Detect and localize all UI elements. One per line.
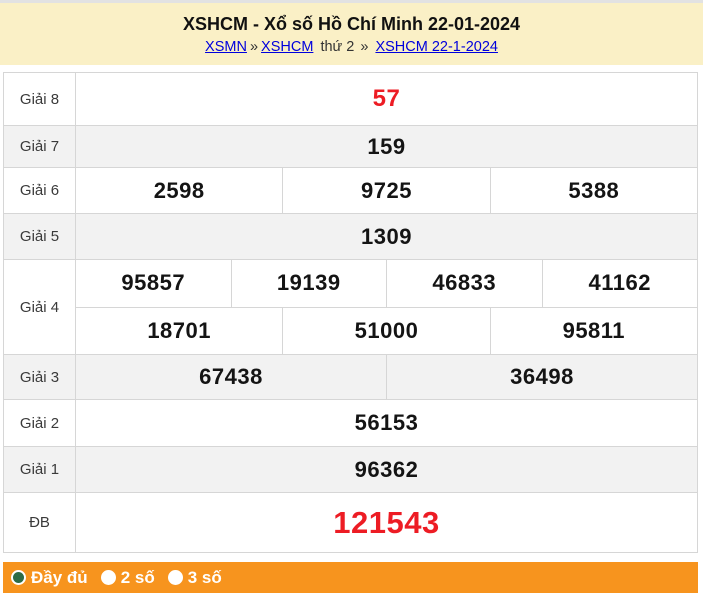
prize-cell: 1309 (76, 214, 697, 259)
prize-cell: 159 (76, 126, 697, 167)
prize-row: Giải 8 57 (4, 73, 697, 125)
breadcrumb-link-xshcm[interactable]: XSHCM (261, 39, 314, 55)
prize-cell: 41162 (541, 260, 698, 307)
prize-number: 51000 (354, 317, 419, 343)
breadcrumb-separator: » (360, 39, 369, 55)
prize-label: Giải 4 (4, 260, 76, 354)
radio-button-3so[interactable] (167, 570, 183, 585)
breadcrumb-link-xsmn[interactable]: XSMN (205, 39, 247, 55)
prize-label: Giải 6 (4, 168, 76, 213)
prize-cell: 96362 (76, 447, 697, 492)
prize-cell: 56153 (76, 400, 697, 446)
prize-line: 95857 19139 46833 41162 (76, 260, 697, 307)
prize-row: Giải 3 67438 36498 (4, 354, 697, 399)
prize-cell: 19139 (230, 260, 387, 307)
radio-option-2so[interactable]: 2 số (100, 562, 155, 593)
prize-line: 159 (76, 126, 697, 167)
page-top-strip (0, 0, 703, 3)
prize-number: 121543 (333, 504, 440, 540)
spacer (0, 553, 703, 562)
prize-number: 19139 (276, 270, 341, 296)
radio-label-3so[interactable]: 3 số (187, 568, 222, 587)
prize-cell: 67438 (76, 355, 386, 399)
prize-number: 67438 (199, 364, 263, 389)
prize-numbers-area: 1309 (76, 214, 697, 259)
radio-label-full[interactable]: Đầy đủ (31, 568, 88, 587)
prize-number: 96362 (354, 456, 419, 482)
prize-cell: 46833 (386, 260, 542, 307)
prize-numbers-area: 2598 9725 5388 (76, 168, 697, 213)
prize-label: Giải 7 (4, 126, 76, 167)
radio-button-full[interactable] (11, 570, 26, 585)
prize-number: 1309 (361, 223, 412, 249)
prize-numbers-area: 95857 19139 46833 41162 18701 51000 95811 (76, 260, 697, 354)
prize-row: Giải 4 95857 19139 46833 41162 18701 51000 9581… (4, 259, 697, 354)
prize-cell: 36498 (386, 355, 697, 399)
prize-line: 96362 (76, 447, 697, 492)
prize-row: Giải 6 2598 9725 5388 (4, 167, 697, 213)
prize-cell: 2598 (76, 168, 282, 213)
prize-number: 41162 (588, 270, 651, 296)
prize-label: Giải 5 (4, 214, 76, 259)
prize-numbers-area: 121543 (76, 493, 697, 552)
spacer (0, 65, 703, 72)
prize-line: 67438 36498 (76, 355, 697, 399)
prize-label: Giải 8 (4, 73, 76, 125)
prize-number: 159 (367, 133, 406, 159)
prize-numbers-area: 67438 36498 (76, 355, 697, 399)
prize-cell: 57 (76, 73, 697, 125)
prize-numbers-area: 96362 (76, 447, 697, 492)
prize-number: 56153 (354, 410, 419, 435)
prize-number: 18701 (147, 317, 211, 343)
radio-dot (13, 572, 24, 583)
prize-cell: 95811 (489, 307, 697, 354)
prize-numbers-area: 56153 (76, 400, 697, 446)
prize-numbers-area: 57 (76, 73, 697, 125)
prize-line: 57 (76, 73, 697, 125)
prize-number: 95811 (562, 317, 626, 343)
prize-row: Giải 5 1309 (4, 213, 697, 259)
radio-label-2so[interactable]: 2 số (120, 568, 155, 587)
prize-row: Giải 1 96362 (4, 446, 697, 492)
prize-label: ĐB (4, 493, 76, 552)
prize-cell: 51000 (282, 307, 489, 354)
display-mode-bar: Đầy đủ 2 số 3 số (3, 562, 698, 593)
lottery-results-table: Giải 8 57 Giải 7 159 Giải 6 2598 9725 5388 Giải … (3, 72, 698, 553)
breadcrumb: XSMN» XSHCM thứ 2» XSHCM 22-1-2024 (0, 38, 703, 56)
breadcrumb-separator: » (249, 39, 259, 55)
radio-button-2so[interactable] (100, 570, 116, 585)
breadcrumb-weekday: thứ 2 (320, 39, 355, 55)
prize-cell: 18701 (76, 308, 282, 355)
prize-number: 36498 (510, 364, 574, 389)
prize-cell: 121543 (76, 493, 697, 552)
prize-line: 18701 51000 95811 (76, 306, 697, 355)
radio-option-full[interactable]: Đầy đủ (11, 562, 88, 593)
prize-line: 2598 9725 5388 (76, 168, 697, 213)
prize-cell: 95857 (76, 260, 231, 307)
prize-number: 46833 (432, 270, 497, 296)
prize-label: Giải 1 (4, 447, 76, 492)
lottery-header: XSHCM - Xổ số Hồ Chí Minh 22-01-2024 XSM… (0, 3, 703, 65)
prize-cell: 9725 (282, 168, 489, 213)
prize-line: 1309 (76, 214, 697, 259)
radio-option-3so[interactable]: 3 số (167, 562, 222, 593)
page-title: XSHCM - Xổ số Hồ Chí Minh 22-01-2024 (182, 14, 521, 34)
prize-line: 121543 (76, 493, 697, 552)
prize-cell: 5388 (489, 168, 697, 213)
prize-label: Giải 3 (4, 355, 76, 399)
prize-number: 9725 (361, 177, 412, 203)
prize-row: Giải 7 159 (4, 125, 697, 167)
prize-numbers-area: 159 (76, 126, 697, 167)
prize-number: 57 (372, 85, 401, 112)
prize-row: Giải 2 56153 (4, 399, 697, 446)
breadcrumb-link-date[interactable]: XSHCM 22-1-2024 (375, 39, 498, 55)
prize-number: 95857 (121, 270, 186, 296)
prize-number: 2598 (153, 177, 205, 203)
prize-row: ĐB 121543 (4, 492, 697, 552)
prize-number: 5388 (568, 177, 620, 203)
prize-label: Giải 2 (4, 400, 76, 446)
prize-line: 56153 (76, 400, 697, 446)
